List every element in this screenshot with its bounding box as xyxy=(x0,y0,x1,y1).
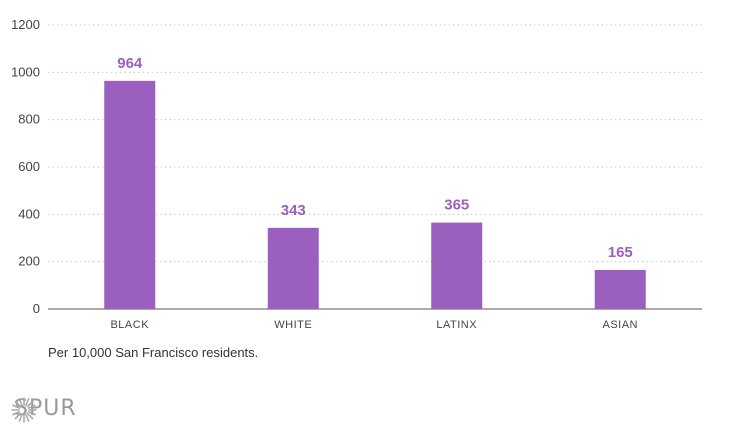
x-axis-categories: BLACK WHITE LATINX ASIAN xyxy=(110,319,638,331)
footnote: Per 10,000 San Francisco residents. xyxy=(48,345,259,360)
bar-asian xyxy=(594,269,646,309)
x-category-label: LATINX xyxy=(436,319,477,331)
x-category-label: ASIAN xyxy=(602,319,638,331)
bar-white xyxy=(267,227,319,309)
value-labels: 964 343 365 165 xyxy=(117,55,633,261)
x-category-label: WHITE xyxy=(274,319,312,331)
value-label: 964 xyxy=(117,55,143,72)
bar-black xyxy=(104,80,156,309)
brand-logo: SPUR xyxy=(10,396,77,423)
sunburst-icon xyxy=(11,397,37,423)
bar-chart: 0 200 400 600 800 1000 1200 964 343 365 165 BLACK… xyxy=(11,17,702,331)
y-tick-label: 1200 xyxy=(11,17,40,32)
y-tick-label: 0 xyxy=(33,301,40,316)
y-tick-label: 1000 xyxy=(11,64,40,79)
value-label: 365 xyxy=(444,197,469,214)
y-tick-label: 200 xyxy=(18,254,40,269)
bar-latinx xyxy=(431,222,483,309)
y-tick-label: 400 xyxy=(18,206,40,221)
x-category-label: BLACK xyxy=(110,319,149,331)
y-axis-ticks: 0 200 400 600 800 1000 1200 xyxy=(11,17,40,316)
y-tick-label: 800 xyxy=(18,112,40,127)
bars xyxy=(104,80,646,309)
value-label: 165 xyxy=(608,244,633,261)
value-label: 343 xyxy=(281,202,306,219)
y-tick-label: 600 xyxy=(18,159,40,174)
gridlines xyxy=(48,24,702,310)
